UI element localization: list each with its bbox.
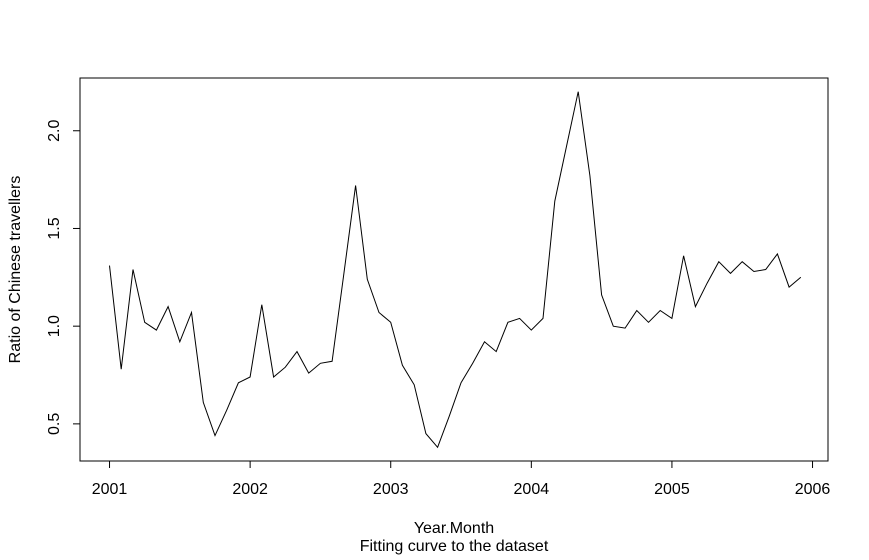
x-tick-label: 2004: [514, 481, 550, 498]
y-axis-title: Ratio of Chinese travellers: [7, 176, 24, 364]
chart-subtitle: Fitting curve to the dataset: [360, 538, 549, 555]
y-axis: 0.5 1.0 1.5 2.0: [46, 120, 80, 435]
y-tick-label: 1.5: [46, 217, 63, 239]
plot-box: [79, 77, 829, 462]
series-line: [109, 91, 802, 449]
x-tick-label: 2001: [92, 481, 128, 498]
y-tick-label: 1.0: [46, 315, 63, 337]
x-tick-label: 2006: [795, 481, 831, 498]
plot-border: [79, 77, 829, 462]
ratio-series-path: [109, 91, 802, 449]
x-tick-label: 2002: [232, 481, 268, 498]
x-tick-label: 2003: [373, 481, 409, 498]
x-axis: 2001 2002 2003 2004 2005 2006: [92, 461, 831, 498]
y-tick-label: 2.0: [46, 120, 63, 142]
y-tick-label: 0.5: [46, 413, 63, 435]
x-tick-label: 2005: [654, 481, 690, 498]
x-axis-title: Year.Month: [414, 520, 494, 537]
